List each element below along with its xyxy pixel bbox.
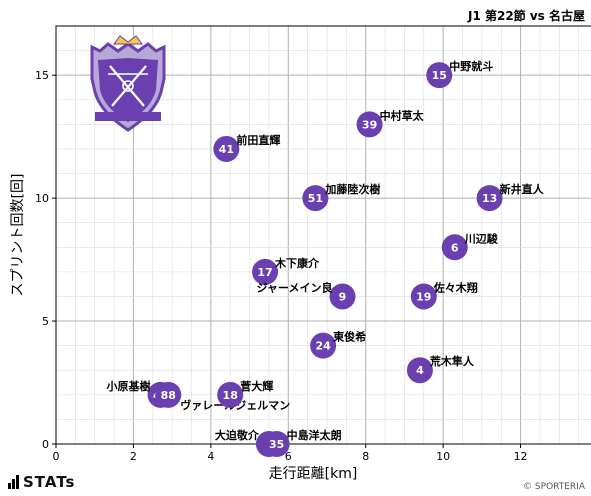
point-name-label: ジャーメイン良 <box>256 280 332 294</box>
y-tick-label: 5 <box>42 315 49 328</box>
point-name-label: 東俊希 <box>333 330 366 344</box>
point-name-label: 木下康介 <box>274 256 320 270</box>
point-number-label: 19 <box>416 290 431 303</box>
y-tick-label: 0 <box>42 438 49 451</box>
point-number-label: 39 <box>362 118 377 131</box>
point-marker <box>252 258 279 285</box>
point-number-label: 17 <box>257 266 272 279</box>
stats-brand: STATs <box>8 472 75 492</box>
point-name-label: 小原基樹 <box>106 379 151 393</box>
x-tick-label: 8 <box>362 450 369 463</box>
x-tick-label: 0 <box>53 450 60 463</box>
y-axis-label: スプリント回数[回] <box>10 174 26 297</box>
player-point: 9 ジャーメイン良 <box>256 280 356 310</box>
chart-title: J1 第22節 vs 名古屋 <box>467 8 585 23</box>
point-number-label: 51 <box>308 192 323 205</box>
point-number-label: 88 <box>161 389 176 402</box>
point-number-label: 6 <box>451 241 459 254</box>
point-marker <box>426 62 453 89</box>
point-marker <box>476 185 503 212</box>
point-name-label: 中島洋太朗 <box>287 428 342 442</box>
point-marker <box>217 381 244 408</box>
point-marker <box>155 381 182 408</box>
scatter-points: 15中野就斗39中村草太41前田直輝51加藤陸次樹13新井直人6川辺駿17木下康… <box>106 59 545 457</box>
point-name-label: 大迫敬介 <box>215 428 260 442</box>
x-tick-label: 6 <box>285 450 292 463</box>
point-name-label: 川辺駿 <box>464 231 499 245</box>
point-marker <box>302 185 329 212</box>
sanfrecce-hiroshima-emblem <box>90 35 166 132</box>
point-name-label: 前田直輝 <box>236 133 280 147</box>
point-name-label: 新井直人 <box>500 182 545 196</box>
plot-frame <box>55 25 591 445</box>
point-number-label: 35 <box>269 438 284 451</box>
x-tick-label: 2 <box>130 450 137 463</box>
point-name-label: 荒木隼人 <box>429 354 475 368</box>
point-number-label: 15 <box>432 69 447 82</box>
player-point: 6 川辺駿 <box>441 231 499 261</box>
point-name-label: 加藤陸次樹 <box>324 182 380 196</box>
point-number-label: 41 <box>219 143 234 156</box>
point-number-label: 18 <box>223 389 238 402</box>
point-marker <box>213 135 240 162</box>
point-marker <box>406 357 433 384</box>
y-tick-label: 10 <box>35 192 49 205</box>
point-name-label: 中村草太 <box>380 108 425 122</box>
stats-brand-text: STATs <box>23 473 76 491</box>
stats-logo-icon <box>8 475 19 489</box>
point-number-label: 13 <box>482 192 497 205</box>
point-number-label: 9 <box>339 290 347 303</box>
y-tick-label: 15 <box>35 69 49 82</box>
point-name-label: 中野就斗 <box>449 59 493 73</box>
player-point: 4 荒木隼人 <box>406 354 475 384</box>
axis-tick-labels: 02468101214051015 <box>35 69 528 463</box>
point-marker <box>329 283 356 310</box>
point-marker <box>310 332 337 359</box>
point-name-label: 菅大輝 <box>240 379 273 393</box>
point-name-label: 佐々木翔 <box>433 280 478 294</box>
copyright: © SPORTERIA <box>523 482 585 492</box>
x-tick-label: 10 <box>436 450 450 463</box>
x-tick-label: 4 <box>207 450 214 463</box>
point-number-label: 24 <box>315 340 331 353</box>
point-marker <box>263 431 290 457</box>
point-marker <box>441 234 468 261</box>
point-marker <box>356 111 383 138</box>
point-marker <box>410 283 437 310</box>
point-number-label: 4 <box>416 364 424 377</box>
x-axis-label: 走行距離[km] <box>269 465 358 482</box>
x-tick-label: 12 <box>514 450 528 463</box>
